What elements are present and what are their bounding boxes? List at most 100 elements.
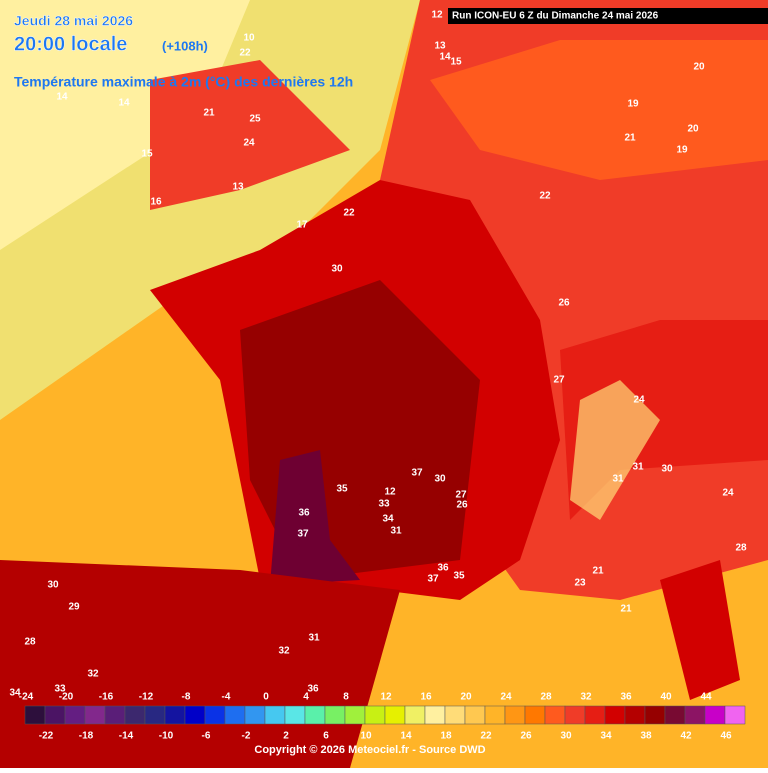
temperature-label: 30	[331, 264, 343, 275]
temperature-label: 24	[243, 138, 255, 149]
scale-label: 12	[380, 692, 392, 703]
temperature-label: 21	[624, 133, 636, 144]
temperature-label: 31	[390, 526, 402, 537]
temperature-label: 29	[68, 602, 80, 613]
temperature-label: 15	[450, 57, 462, 68]
scale-label: -14	[119, 731, 134, 742]
scale-swatch	[584, 705, 606, 725]
scale-swatch	[624, 705, 646, 725]
temperature-label: 20	[693, 62, 705, 73]
scale-label: -10	[159, 731, 174, 742]
scale-swatch	[124, 705, 146, 725]
scale-swatch	[44, 705, 66, 725]
scale-label: 28	[540, 692, 552, 703]
scale-label: 16	[420, 692, 432, 703]
scale-label: 0	[263, 692, 269, 703]
temperature-label: 31	[612, 474, 624, 485]
temperature-label: 31	[632, 462, 644, 473]
cold-zone	[0, 0, 250, 250]
temperature-label: 23	[574, 578, 586, 589]
scale-swatch	[264, 705, 286, 725]
temperature-label: 30	[661, 464, 673, 475]
scale-swatch	[184, 705, 206, 725]
run-info: Run ICON-EU 6 Z du Dimanche 24 mai 2026	[452, 11, 659, 22]
scale-label: -16	[99, 692, 114, 703]
temperature-label: 14	[56, 92, 68, 103]
temperature-label: 37	[411, 468, 423, 479]
temperature-label: 31	[308, 633, 320, 644]
temperature-label: 35	[336, 484, 348, 495]
scale-label: -2	[242, 731, 251, 742]
temperature-label: 34	[382, 514, 394, 525]
scale-swatch	[524, 705, 546, 725]
scale-label: 4	[303, 692, 309, 703]
temperature-label: 12	[431, 10, 443, 21]
scale-swatch	[664, 705, 686, 725]
scale-swatch	[204, 705, 226, 725]
temperature-label: 20	[687, 124, 699, 135]
scale-swatch	[144, 705, 166, 725]
scale-swatch	[404, 705, 426, 725]
temperature-label: 13	[434, 41, 446, 52]
time: 20:00 locale	[14, 33, 127, 55]
temperature-label: 36	[437, 563, 449, 574]
scale-label: 26	[520, 731, 532, 742]
temperature-label: 26	[558, 298, 570, 309]
temperature-label: 35	[453, 571, 465, 582]
alps-cold	[570, 380, 660, 520]
scale-swatch	[344, 705, 366, 725]
temperature-label: 25	[249, 114, 261, 125]
temperature-label: 37	[427, 574, 439, 585]
scale-label: -4	[222, 692, 231, 703]
scale-label: -8	[182, 692, 191, 703]
germany-warm	[430, 40, 768, 180]
lead-time: (+108h)	[162, 38, 208, 53]
scale-label: 42	[680, 731, 692, 742]
scale-label: 6	[323, 731, 329, 742]
temperature-label: 14	[439, 52, 451, 63]
scale-label: 2	[283, 731, 289, 742]
temperature-label: 24	[722, 488, 734, 499]
scale-swatch	[304, 705, 326, 725]
scale-swatch	[484, 705, 506, 725]
map-title: Température maximale à 2m (°C) des derni…	[14, 74, 353, 90]
temperature-label: 15	[141, 149, 153, 160]
scale-label: -24	[19, 692, 34, 703]
temperature-label: 28	[735, 543, 747, 554]
temperature-label: 24	[633, 395, 645, 406]
temperature-label: 22	[343, 208, 355, 219]
copyright: Copyright © 2026 Meteociel.fr - Source D…	[254, 744, 485, 756]
scale-label: 22	[480, 731, 492, 742]
temperature-label: 28	[24, 637, 36, 648]
temperature-label: 21	[203, 108, 215, 119]
temperature-label: 19	[676, 145, 688, 156]
date: Jeudi 28 mai 2026	[14, 13, 133, 29]
scale-swatch	[644, 705, 666, 725]
temperature-label: 21	[620, 604, 632, 615]
temperature-label: 17	[296, 220, 308, 231]
scale-swatch	[224, 705, 246, 725]
scale-swatch	[64, 705, 86, 725]
scale-label: -6	[202, 731, 211, 742]
temperature-label: 14	[118, 98, 130, 109]
scale-swatch	[464, 705, 486, 725]
temperature-label: 30	[434, 474, 446, 485]
scale-label: 20	[460, 692, 472, 703]
scale-label: 18	[440, 731, 452, 742]
scale-label: 32	[580, 692, 592, 703]
temperature-label: 34	[9, 688, 21, 699]
temperature-label: 27	[553, 375, 565, 386]
corsica	[660, 560, 740, 700]
temperature-label: 36	[298, 508, 310, 519]
temperature-label: 21	[592, 566, 604, 577]
scale-label: 10	[360, 731, 372, 742]
scale-label: 40	[660, 692, 672, 703]
temperature-label: 26	[456, 500, 468, 511]
temperature-label: 33	[54, 684, 66, 695]
run-banner	[448, 8, 768, 24]
temperature-label: 30	[47, 580, 59, 591]
scale-label: 14	[400, 731, 412, 742]
temperature-label: 33	[378, 499, 390, 510]
scale-swatch	[284, 705, 306, 725]
